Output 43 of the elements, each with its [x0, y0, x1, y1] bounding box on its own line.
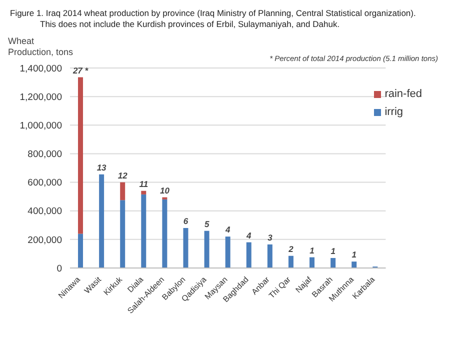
bar — [352, 262, 357, 268]
bar — [120, 182, 126, 200]
bar — [78, 234, 83, 268]
annotation: 11 — [139, 178, 148, 189]
annotation: 1 — [352, 250, 357, 260]
y-tick-label: 1,000,000 — [20, 120, 62, 132]
annotation: 1 — [310, 245, 315, 256]
y-tick-label: 200,000 — [28, 234, 62, 246]
annotation: 4 — [246, 230, 252, 240]
annotation: 1 — [330, 246, 336, 256]
annotation: 12 — [118, 170, 128, 180]
annotation: 13 — [96, 162, 107, 172]
annotation: 4 — [224, 224, 230, 235]
annotation: 10 — [160, 185, 170, 196]
bar — [225, 236, 230, 268]
annotation: 27 * — [72, 65, 89, 76]
legend-label: irrig — [384, 106, 404, 118]
bar — [267, 244, 272, 268]
y-axis-title: Wheat Production, tons — [8, 36, 74, 57]
y-tick-label: 1,400,000 — [20, 63, 62, 74]
bar — [99, 174, 104, 268]
y-tick-label: 1,200,000 — [20, 92, 62, 103]
bar — [183, 228, 188, 268]
annotation: 2 — [288, 244, 294, 254]
bar — [330, 258, 336, 268]
y-tick-label: 400,000 — [28, 206, 62, 218]
bar — [246, 242, 252, 268]
annotation: 3 — [268, 232, 273, 242]
bar — [204, 230, 210, 268]
bar — [288, 256, 294, 268]
bar — [141, 190, 146, 194]
legend-label: rain-fed — [384, 88, 422, 100]
y-tick-label: 0 — [56, 263, 62, 274]
bar — [78, 77, 83, 234]
chart-title: Figure 1. Iraq 2014 wheat production by province (Iraq Ministry of Planning, Central Statistical organization). This does not include the Kurdish provinces of Erbil, Sulaymaniyah, and Dahuk. — [10, 8, 417, 30]
bar — [162, 199, 168, 268]
y-tick-label: 600,000 — [28, 178, 62, 189]
y-tick-label: 800,000 — [28, 149, 62, 160]
bar — [120, 200, 126, 268]
annotation: 6 — [183, 216, 188, 226]
bar — [310, 257, 315, 268]
bar — [141, 194, 146, 268]
annotation: 5 — [204, 218, 210, 229]
